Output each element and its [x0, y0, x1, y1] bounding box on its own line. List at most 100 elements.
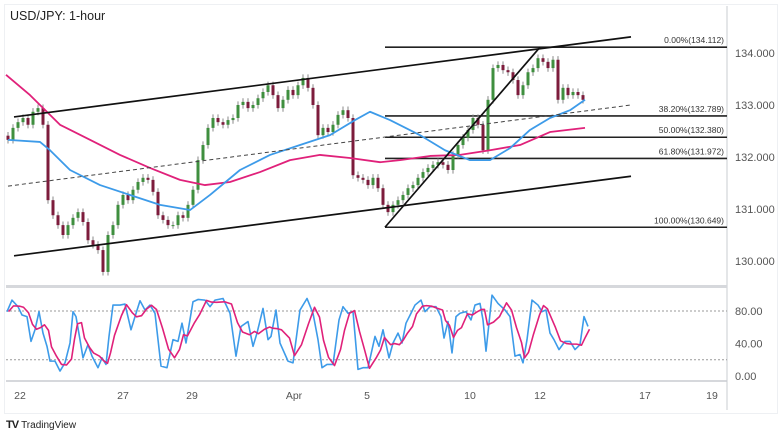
- time-tick-label: 22: [14, 390, 26, 402]
- candle-body: [161, 215, 165, 220]
- candle-body: [116, 204, 120, 226]
- candle-body: [401, 194, 405, 201]
- candle-body: [526, 72, 530, 86]
- candle-body: [256, 98, 260, 105]
- candle-body: [181, 215, 185, 218]
- trendline-channel-top: [13, 36, 632, 118]
- candle-body: [371, 177, 375, 186]
- candle-body: [106, 235, 110, 272]
- candle-body: [521, 85, 525, 96]
- price-tick-label: 131.000: [735, 204, 775, 216]
- candle-body: [416, 177, 420, 186]
- candle-body: [271, 85, 275, 96]
- candle-body: [41, 108, 45, 125]
- candle-body: [51, 200, 55, 216]
- time-tick-label: 17: [639, 390, 651, 402]
- stoch-k-line: [6, 294, 589, 372]
- candle-body: [36, 108, 40, 112]
- candle-body: [376, 177, 380, 189]
- fib-level-label: 0.00%(134.112): [664, 35, 724, 45]
- candle-body: [266, 85, 270, 92]
- candle-body: [101, 250, 105, 272]
- candle-body: [96, 244, 100, 251]
- candle-body: [286, 89, 290, 100]
- fib-level-label: 61.80%(131.972): [659, 146, 724, 156]
- candle-body: [81, 212, 85, 222]
- time-tick-label: 12: [534, 390, 546, 402]
- stoch-d-line: [7, 299, 591, 370]
- candle-body: [446, 164, 450, 170]
- candle-body: [216, 118, 220, 123]
- candle-body: [541, 58, 545, 62]
- candle-body: [71, 217, 75, 226]
- candle-body: [301, 77, 305, 86]
- candle-body: [56, 215, 60, 226]
- candle-body: [211, 118, 215, 128]
- candle-body: [191, 189, 195, 205]
- candle-body: [146, 177, 150, 180]
- candle-body: [251, 105, 255, 109]
- candle-body: [566, 87, 570, 96]
- candle-body: [196, 160, 200, 190]
- candle-body: [46, 124, 50, 201]
- candle-body: [226, 120, 230, 125]
- time-tick-label: 10: [464, 390, 476, 402]
- brand-label: TradingView: [21, 419, 77, 431]
- candle-body: [61, 225, 65, 235]
- candle-body: [486, 99, 490, 151]
- chart-frame: [4, 4, 778, 414]
- candle-body: [571, 92, 575, 96]
- candle-body: [306, 77, 310, 88]
- candle-body: [426, 167, 430, 173]
- candle-body: [411, 185, 415, 189]
- candle-body: [491, 68, 495, 100]
- candle-body: [501, 64, 505, 71]
- candle-body: [516, 80, 520, 96]
- candle-body: [381, 188, 385, 205]
- fib-level-label: 50.00%(132.380): [659, 125, 724, 135]
- candle-body: [91, 240, 95, 245]
- candle-body: [281, 99, 285, 109]
- oscillator-tick-label: 80.00: [735, 306, 763, 318]
- candle-body: [366, 179, 370, 186]
- candle-body: [441, 162, 445, 165]
- candle-body: [291, 89, 295, 96]
- candle-body: [66, 225, 70, 235]
- tradingview-logo[interactable]: TV TradingView: [6, 419, 76, 431]
- candle-body: [221, 122, 225, 125]
- candle-body: [546, 61, 550, 69]
- candle-body: [11, 127, 15, 140]
- candle-body: [171, 225, 175, 227]
- candle-body: [276, 95, 280, 109]
- candle-body: [76, 212, 80, 218]
- ma-slow-line: [5, 74, 586, 186]
- candle-body: [576, 92, 580, 96]
- candle-body: [496, 64, 500, 69]
- price-tick-label: 133.000: [735, 100, 775, 112]
- candle-body: [436, 162, 440, 165]
- fib-level-label: 38.20%(132.789): [659, 104, 724, 114]
- candle-body: [536, 58, 540, 69]
- candle-body: [126, 194, 130, 201]
- time-tick-label: 29: [186, 390, 198, 402]
- time-tick-label: 19: [706, 390, 718, 402]
- candle-body: [421, 172, 425, 178]
- candle-body: [406, 188, 410, 195]
- time-tick-label: Apr: [286, 390, 303, 402]
- price-tick-label: 134.000: [735, 48, 775, 60]
- oscillator-tick-label: 40.00: [735, 339, 763, 351]
- candle-body: [336, 114, 340, 125]
- candle-body: [386, 204, 390, 213]
- candle-body: [351, 118, 355, 176]
- candle-body: [6, 135, 10, 140]
- candle-body: [141, 177, 145, 182]
- trendline-channel-bottom: [13, 175, 632, 257]
- candle-body: [26, 118, 30, 125]
- time-tick-label: 27: [117, 390, 129, 402]
- candle-body: [356, 175, 360, 178]
- candle-body: [186, 204, 190, 218]
- candle-body: [316, 105, 320, 136]
- candle-body: [556, 59, 560, 100]
- price-tick-label: 132.000: [735, 152, 775, 164]
